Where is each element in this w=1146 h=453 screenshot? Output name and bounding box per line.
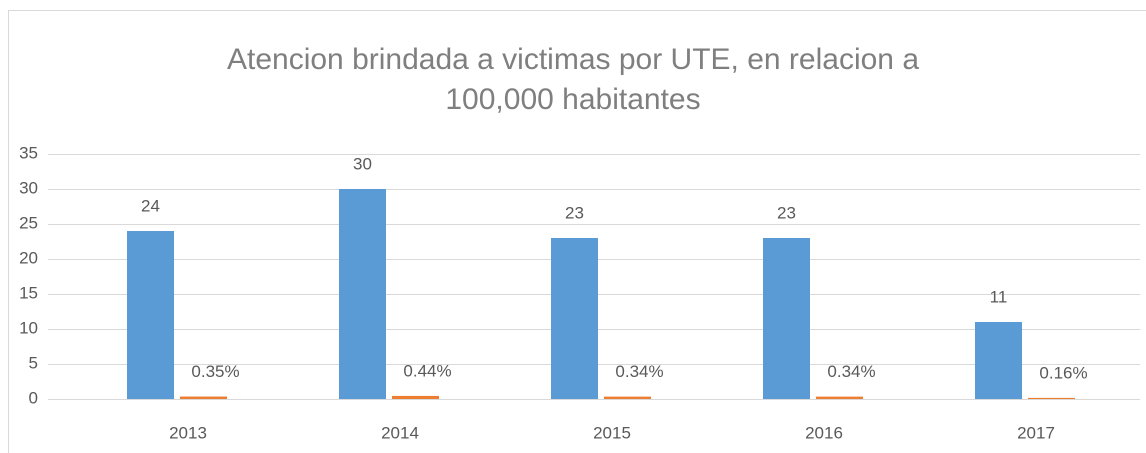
chart-border bbox=[8, 10, 1146, 453]
data-label: 23 bbox=[565, 203, 584, 222]
data-label: 24 bbox=[141, 196, 160, 215]
bar bbox=[551, 238, 598, 399]
data-label: 0.16% bbox=[1039, 363, 1087, 382]
bar bbox=[392, 395, 439, 399]
data-label: 0.34% bbox=[615, 362, 663, 381]
bar bbox=[180, 396, 227, 399]
y-tick-label: 10 bbox=[19, 318, 38, 337]
bar bbox=[763, 238, 810, 399]
data-label: 11 bbox=[990, 287, 1008, 306]
y-tick-label: 5 bbox=[29, 353, 38, 372]
x-tick-label: 2013 bbox=[169, 423, 207, 442]
bar bbox=[1028, 397, 1075, 399]
x-tick-label: 2017 bbox=[1017, 423, 1055, 442]
x-tick-label: 2016 bbox=[805, 423, 843, 442]
bar bbox=[604, 396, 651, 399]
chart-title: Atencion brindada a victimas por UTE, en… bbox=[226, 43, 920, 116]
data-label: 23 bbox=[777, 203, 796, 222]
y-tick-label: 0 bbox=[29, 388, 38, 407]
y-tick-label: 30 bbox=[19, 178, 38, 197]
bar bbox=[975, 322, 1022, 399]
bar bbox=[816, 396, 863, 399]
y-tick-label: 35 bbox=[19, 143, 38, 162]
data-label: 0.35% bbox=[191, 362, 239, 381]
x-tick-label: 2014 bbox=[381, 423, 419, 442]
y-tick-label: 15 bbox=[19, 283, 38, 302]
y-tick-label: 25 bbox=[19, 213, 38, 232]
x-tick-label: 2015 bbox=[593, 423, 631, 442]
data-label: 0.34% bbox=[827, 362, 875, 381]
data-label: 0.44% bbox=[403, 361, 451, 380]
data-label: 30 bbox=[353, 154, 372, 173]
bar bbox=[339, 189, 386, 399]
bar bbox=[127, 231, 174, 399]
y-tick-label: 20 bbox=[19, 248, 38, 267]
